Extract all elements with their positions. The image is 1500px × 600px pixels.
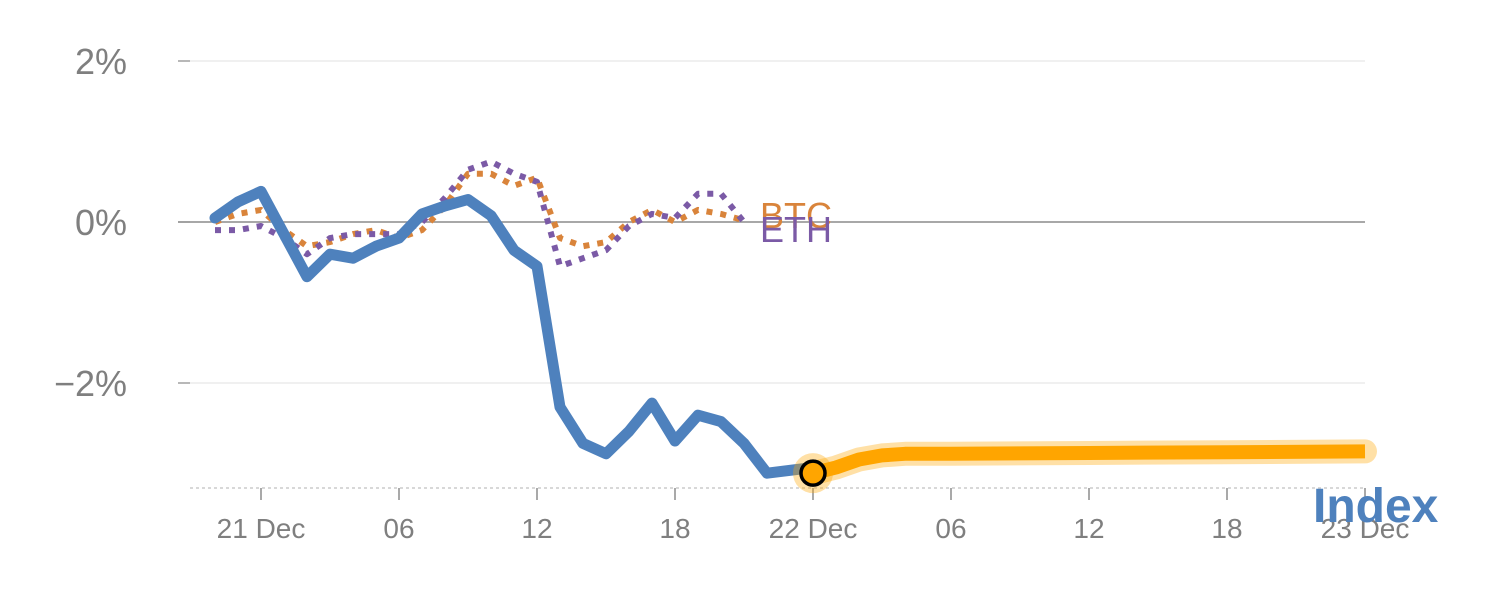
x-tick-label: 18 <box>1211 513 1242 544</box>
x-tick-label: 12 <box>521 513 552 544</box>
plot-area <box>209 158 1377 494</box>
x-tick-label: 21 Dec <box>217 513 306 544</box>
x-tick-label: 18 <box>659 513 690 544</box>
x-tick-label: 06 <box>935 513 966 544</box>
x-axis: 21 Dec 06 12 18 22 Dec 06 12 18 23 Dec <box>190 487 1410 544</box>
series-label-btc: BTC <box>760 195 832 236</box>
series-line-index <box>209 185 819 479</box>
y-tick-label: 0% <box>75 202 127 243</box>
current-point-marker <box>799 459 827 487</box>
x-tick-label: 12 <box>1073 513 1104 544</box>
y-tick-label: −2% <box>54 363 127 404</box>
series-label-eth: ETH <box>760 209 832 250</box>
forecast-line <box>811 444 1366 480</box>
series-line-btc <box>214 170 745 250</box>
y-axis: 2% 0% −2% <box>54 41 127 404</box>
x-tick-label: 06 <box>383 513 414 544</box>
series-label-index: Index <box>1313 480 1439 533</box>
x-tick-label: 23 Dec <box>1321 513 1410 544</box>
x-tick-label: 22 Dec <box>769 513 858 544</box>
y-tick-label: 2% <box>75 41 127 82</box>
gridlines <box>178 60 1365 384</box>
